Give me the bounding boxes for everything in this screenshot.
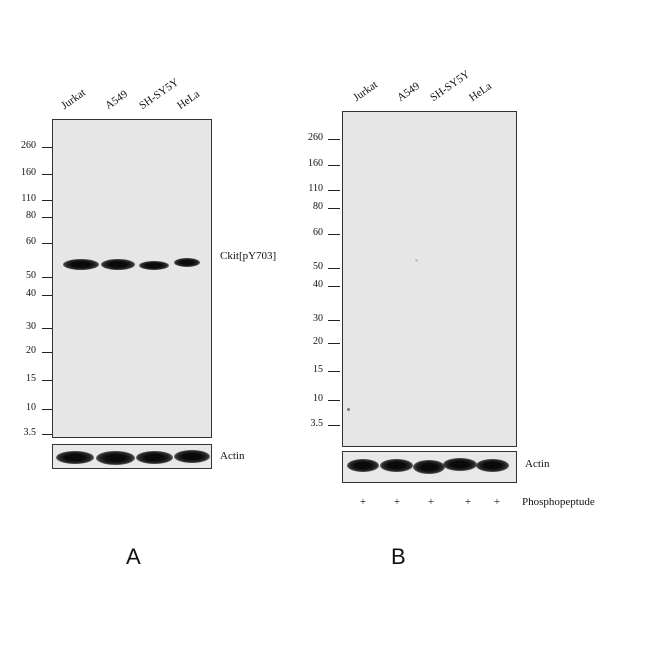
mw-tick [328, 371, 340, 373]
mw-marker: 3.5 [23, 427, 37, 438]
lane-label-hela: HeLa [467, 80, 495, 104]
mw-marker: 160 [21, 167, 36, 178]
treatment-plus: + [427, 496, 435, 508]
blot-speck [347, 408, 350, 411]
band-label-ckit: Ckit[pY703] [220, 250, 277, 262]
mw-marker: 260 [308, 132, 323, 143]
mw-marker: 10 [26, 402, 36, 413]
mw-tick [42, 147, 54, 149]
band-actin [476, 459, 509, 472]
mw-marker: 20 [26, 345, 36, 356]
lane-label-a549: A549 [395, 80, 423, 104]
mw-marker: 15 [26, 373, 36, 384]
band-ckit-jurkat [63, 259, 99, 270]
mw-tick [328, 190, 340, 192]
blot-membrane-a [52, 119, 212, 438]
lane-label-a549: A549 [103, 88, 131, 112]
mw-tick [42, 328, 54, 330]
mw-tick [42, 200, 54, 202]
actin-label-b: Actin [525, 458, 550, 470]
mw-tick [42, 409, 54, 411]
mw-marker: 20 [313, 336, 323, 347]
mw-marker: 80 [26, 210, 36, 221]
mw-tick [328, 268, 340, 270]
band-actin [136, 451, 173, 464]
treatment-label: Phosphopeptude [522, 496, 595, 508]
lane-label-hela: HeLa [175, 88, 203, 112]
mw-tick [42, 434, 54, 436]
mw-marker: 50 [313, 261, 323, 272]
panel-letter-a: A [126, 544, 141, 569]
mw-tick [42, 352, 54, 354]
band-actin [96, 451, 135, 465]
mw-tick [42, 243, 54, 245]
band-actin [443, 458, 477, 471]
lane-label-jurkat: Jurkat [351, 78, 381, 104]
mw-tick [328, 139, 340, 141]
mw-marker: 80 [313, 201, 323, 212]
mw-marker: 260 [21, 140, 36, 151]
panel-letter-b: B [391, 544, 406, 569]
mw-tick [328, 208, 340, 210]
mw-tick [328, 165, 340, 167]
mw-marker: 3.5 [310, 418, 324, 429]
mw-tick [42, 295, 54, 297]
blot-speck [415, 259, 418, 262]
mw-tick [328, 286, 340, 288]
mw-marker: 40 [313, 279, 323, 290]
mw-tick [328, 425, 340, 427]
band-ckit-sh-sy5y [139, 261, 169, 270]
mw-marker: 30 [26, 321, 36, 332]
mw-marker: 110 [21, 193, 36, 204]
mw-tick [42, 380, 54, 382]
treatment-plus: + [464, 496, 472, 508]
mw-marker: 10 [313, 393, 323, 404]
band-actin [413, 460, 445, 474]
treatment-plus: + [359, 496, 367, 508]
actin-strip-a [52, 444, 212, 469]
mw-tick [328, 400, 340, 402]
treatment-plus: + [393, 496, 401, 508]
mw-tick [328, 234, 340, 236]
mw-marker: 110 [308, 183, 323, 194]
band-actin [56, 451, 94, 464]
mw-tick [42, 277, 54, 279]
mw-tick [328, 320, 340, 322]
mw-tick [42, 217, 54, 219]
mw-marker: 60 [26, 236, 36, 247]
band-ckit-a549 [101, 259, 135, 270]
blot-membrane-b [342, 111, 517, 447]
mw-tick [42, 174, 54, 176]
actin-label-a: Actin [220, 450, 245, 462]
band-actin [174, 450, 210, 463]
band-actin [380, 459, 413, 472]
mw-marker: 40 [26, 288, 36, 299]
band-actin [347, 459, 379, 472]
lane-label-sh-sy5y: SH-SY5Y [137, 76, 182, 112]
mw-marker: 30 [313, 313, 323, 324]
mw-marker: 15 [313, 364, 323, 375]
mw-marker: 60 [313, 227, 323, 238]
actin-strip-b [342, 451, 517, 483]
lane-label-jurkat: Jurkat [59, 86, 89, 112]
mw-marker: 160 [308, 158, 323, 169]
mw-tick [328, 343, 340, 345]
band-ckit-hela [174, 258, 200, 267]
lane-label-sh-sy5y: SH-SY5Y [428, 68, 473, 104]
mw-marker: 50 [26, 270, 36, 281]
treatment-plus: + [493, 496, 501, 508]
